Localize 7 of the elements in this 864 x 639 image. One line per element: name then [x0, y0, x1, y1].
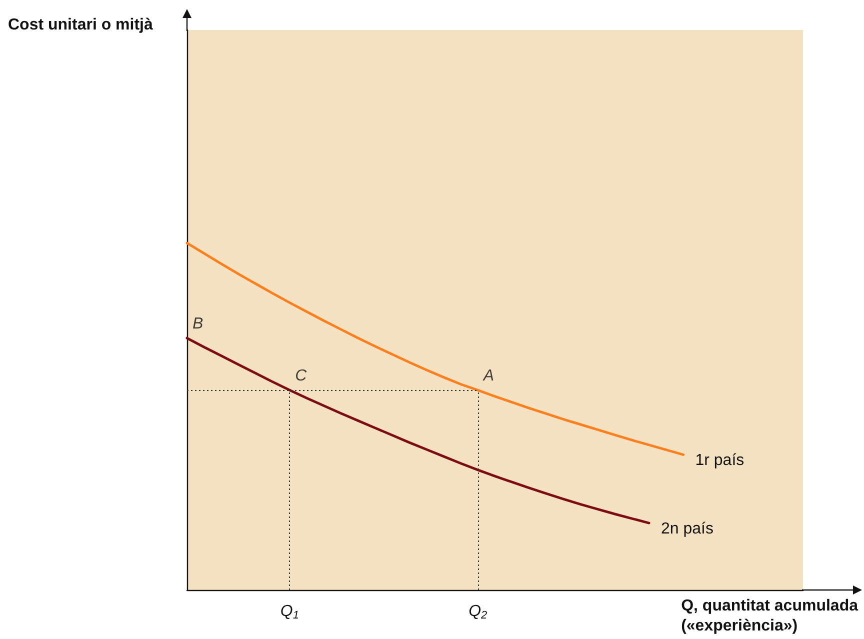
annotation: C [295, 368, 308, 385]
x-axis-title: Q, quantitat acumulada («experiència») [681, 598, 858, 634]
annotation: A [482, 368, 494, 385]
text: Cost unitari o mitjà [8, 16, 153, 34]
series-label: 2n país [661, 520, 714, 538]
series-label: 1r país [695, 452, 744, 470]
annotation: B [192, 316, 204, 333]
